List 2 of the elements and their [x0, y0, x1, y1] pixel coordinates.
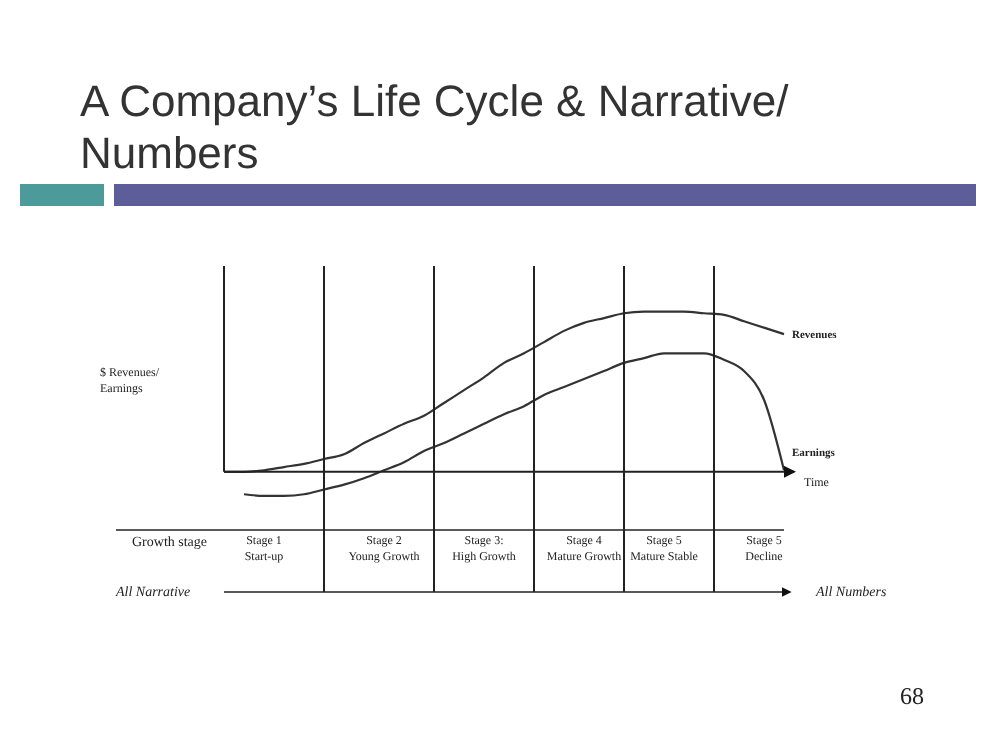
text: 68 [900, 682, 924, 710]
chart-title: A Company’s Life Cycle & Narrative/ Numbers [80, 76, 791, 180]
